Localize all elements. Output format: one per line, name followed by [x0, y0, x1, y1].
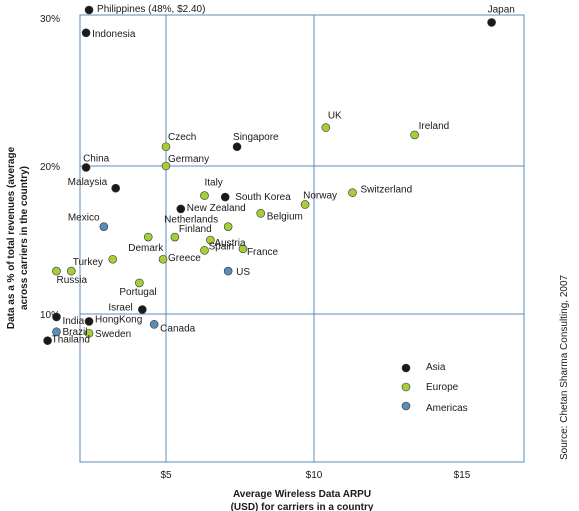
data-point-ireland [410, 130, 419, 140]
point-label: Philippines (48%, $2.40) [97, 4, 205, 15]
x-tick-label: $5 [160, 470, 172, 481]
point-label: Japan [488, 4, 515, 15]
point-label: Malaysia [68, 177, 108, 188]
point-label: Norway [303, 190, 337, 201]
point-label: Mexico [68, 213, 100, 224]
data-point-switzerland [348, 188, 357, 197]
data-point-china [81, 163, 91, 172]
point-label: Belgium [267, 211, 303, 222]
point-label: Austria [214, 238, 246, 249]
y-tick-label: 10% [40, 310, 60, 321]
point-label: UK [328, 111, 342, 122]
legend-marker-americas [401, 401, 411, 411]
legend-label-europe: Europe [426, 382, 459, 393]
data-point-indonesia [81, 28, 91, 38]
data-point-canada [149, 320, 159, 329]
data-point-brazil [52, 327, 61, 337]
point-label: Switzerland [360, 185, 412, 196]
point-labels: Japan Philippines (48%, $2.40) Indonesia Si… [52, 4, 515, 346]
axis-ticks: $5 $10 $15 10% 20% 30% [40, 14, 471, 481]
y-tick-label: 30% [40, 14, 60, 25]
point-label: Sweden [95, 329, 131, 340]
source-note: Source: Chetan Sharma Consulting, 2007 [559, 274, 570, 460]
point-label: New Zealand [187, 203, 246, 214]
point-label: China [83, 153, 110, 164]
point-label: US [236, 267, 250, 278]
data-point-germany [161, 161, 171, 171]
point-label: Netherlands [164, 215, 218, 226]
point-label: Brazil [62, 327, 87, 338]
data-point-turkey [108, 254, 118, 264]
point-label: India [62, 316, 84, 327]
data-point-finland [170, 232, 180, 242]
data-point-france [238, 244, 248, 254]
y-tick-label: 20% [40, 162, 60, 173]
data-point-india [52, 312, 61, 322]
point-label: Spain [208, 241, 234, 252]
data-point-spain [200, 246, 209, 255]
point-label: Czech [168, 132, 196, 143]
point-label: Canada [160, 323, 195, 334]
data-point-japan [487, 18, 496, 27]
data-point-russia [52, 266, 61, 276]
data-point-belgium [256, 209, 266, 218]
point-label: Ireland [419, 121, 450, 132]
data-point-unlabeled [66, 266, 76, 276]
point-label: Finland [179, 224, 212, 235]
data-point-demark [143, 232, 153, 242]
data-point-austria [206, 235, 215, 245]
point-label: Singapore [233, 132, 279, 143]
x-tick-label: $15 [454, 470, 471, 481]
data-point-sweden [84, 328, 94, 338]
x-axis-title-line-1: Average Wireless Data ARPU [233, 489, 371, 500]
data-point-philippines- [84, 5, 94, 15]
point-label: Germany [168, 154, 209, 165]
data-point-new-zealand [176, 204, 186, 214]
legend-marker-europe [401, 382, 411, 392]
data-points [43, 5, 496, 345]
point-label: Portugal [119, 287, 156, 298]
data-point-greece [158, 254, 168, 264]
point-label: Thailand [52, 335, 90, 346]
point-label: Demark [128, 243, 164, 254]
y-axis-title-line-2: across carriers in the country) [19, 166, 30, 310]
legend-label-asia: Asia [426, 362, 446, 373]
legend-label-americas: Americas [426, 403, 468, 414]
data-point-thailand [43, 336, 52, 345]
data-point-mexico [99, 222, 109, 231]
data-point-italy [200, 191, 209, 200]
point-label: Indonesia [92, 29, 136, 40]
x-axis-title-line-2: (USD) for carriers in a country [231, 502, 374, 511]
plot-area [79, 14, 525, 463]
data-point-norway [300, 200, 310, 209]
data-point-czech [161, 142, 171, 152]
legend: Asia Europe Americas [401, 362, 468, 414]
data-point-hongkong [84, 317, 94, 326]
data-point-portugal [135, 278, 144, 288]
point-label: Turkey [73, 257, 103, 268]
data-point-uk [321, 123, 331, 132]
data-point-singapore [232, 142, 242, 152]
point-label: Israel [108, 303, 132, 314]
point-label: HongKong [95, 314, 142, 325]
data-point-netherlands [223, 222, 233, 231]
legend-marker-asia [401, 363, 411, 373]
x-tick-label: $10 [306, 470, 323, 481]
data-point-israel [138, 305, 147, 314]
y-axis-title-line-1: Data as a % of total revenues (average [6, 146, 17, 329]
point-label: South Korea [235, 192, 291, 203]
data-point-us [223, 266, 233, 276]
point-label: France [247, 247, 279, 258]
point-label: Russia [56, 275, 87, 286]
gridlines [80, 15, 524, 462]
point-label: Italy [204, 178, 222, 189]
data-point-malaysia [111, 183, 120, 193]
point-label: Greece [168, 253, 201, 264]
data-point-south-korea [220, 192, 230, 202]
